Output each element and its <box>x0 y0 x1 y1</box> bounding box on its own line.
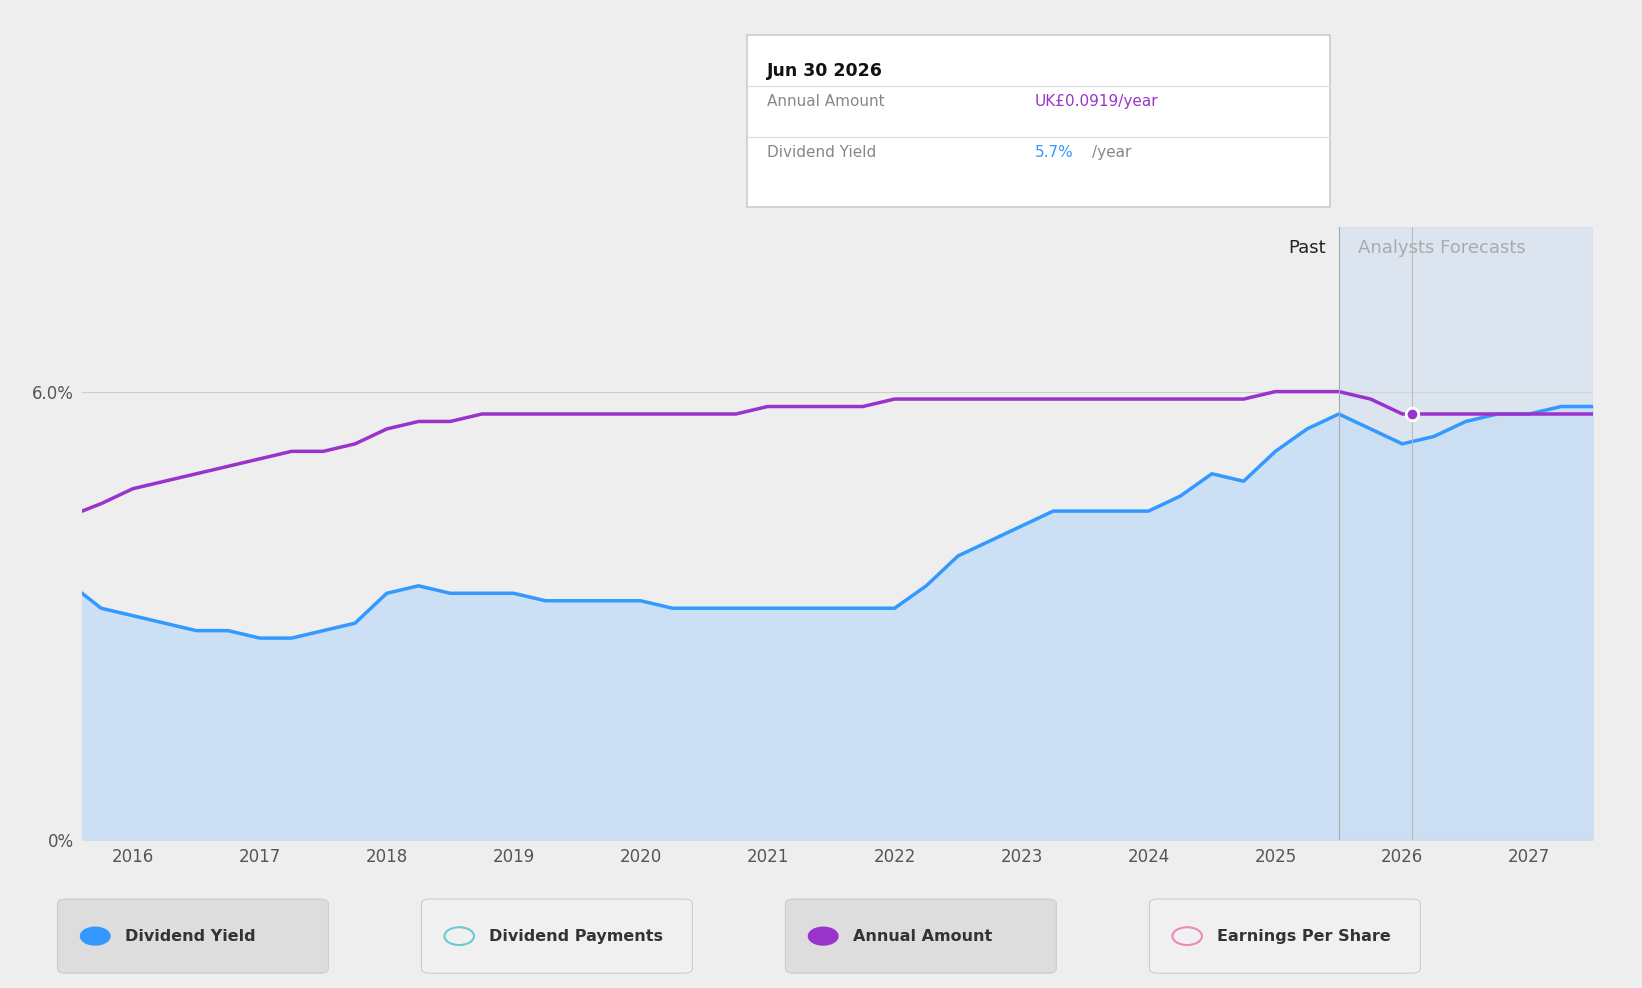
Text: UK£0.0919/year: UK£0.0919/year <box>1034 94 1158 109</box>
Text: Dividend Yield: Dividend Yield <box>125 929 256 944</box>
Text: 5.7%: 5.7% <box>1034 145 1074 160</box>
Text: Past: Past <box>1289 239 1327 258</box>
Text: Dividend Payments: Dividend Payments <box>489 929 663 944</box>
Text: /year: /year <box>1092 145 1131 160</box>
Text: Annual Amount: Annual Amount <box>852 929 992 944</box>
Text: Dividend Yield: Dividend Yield <box>767 145 877 160</box>
Text: Earnings Per Share: Earnings Per Share <box>1217 929 1391 944</box>
Text: Jun 30 2026: Jun 30 2026 <box>767 62 883 80</box>
Text: Analysts Forecasts: Analysts Forecasts <box>1358 239 1525 258</box>
Text: Annual Amount: Annual Amount <box>767 94 885 109</box>
Bar <box>1338 227 1593 840</box>
